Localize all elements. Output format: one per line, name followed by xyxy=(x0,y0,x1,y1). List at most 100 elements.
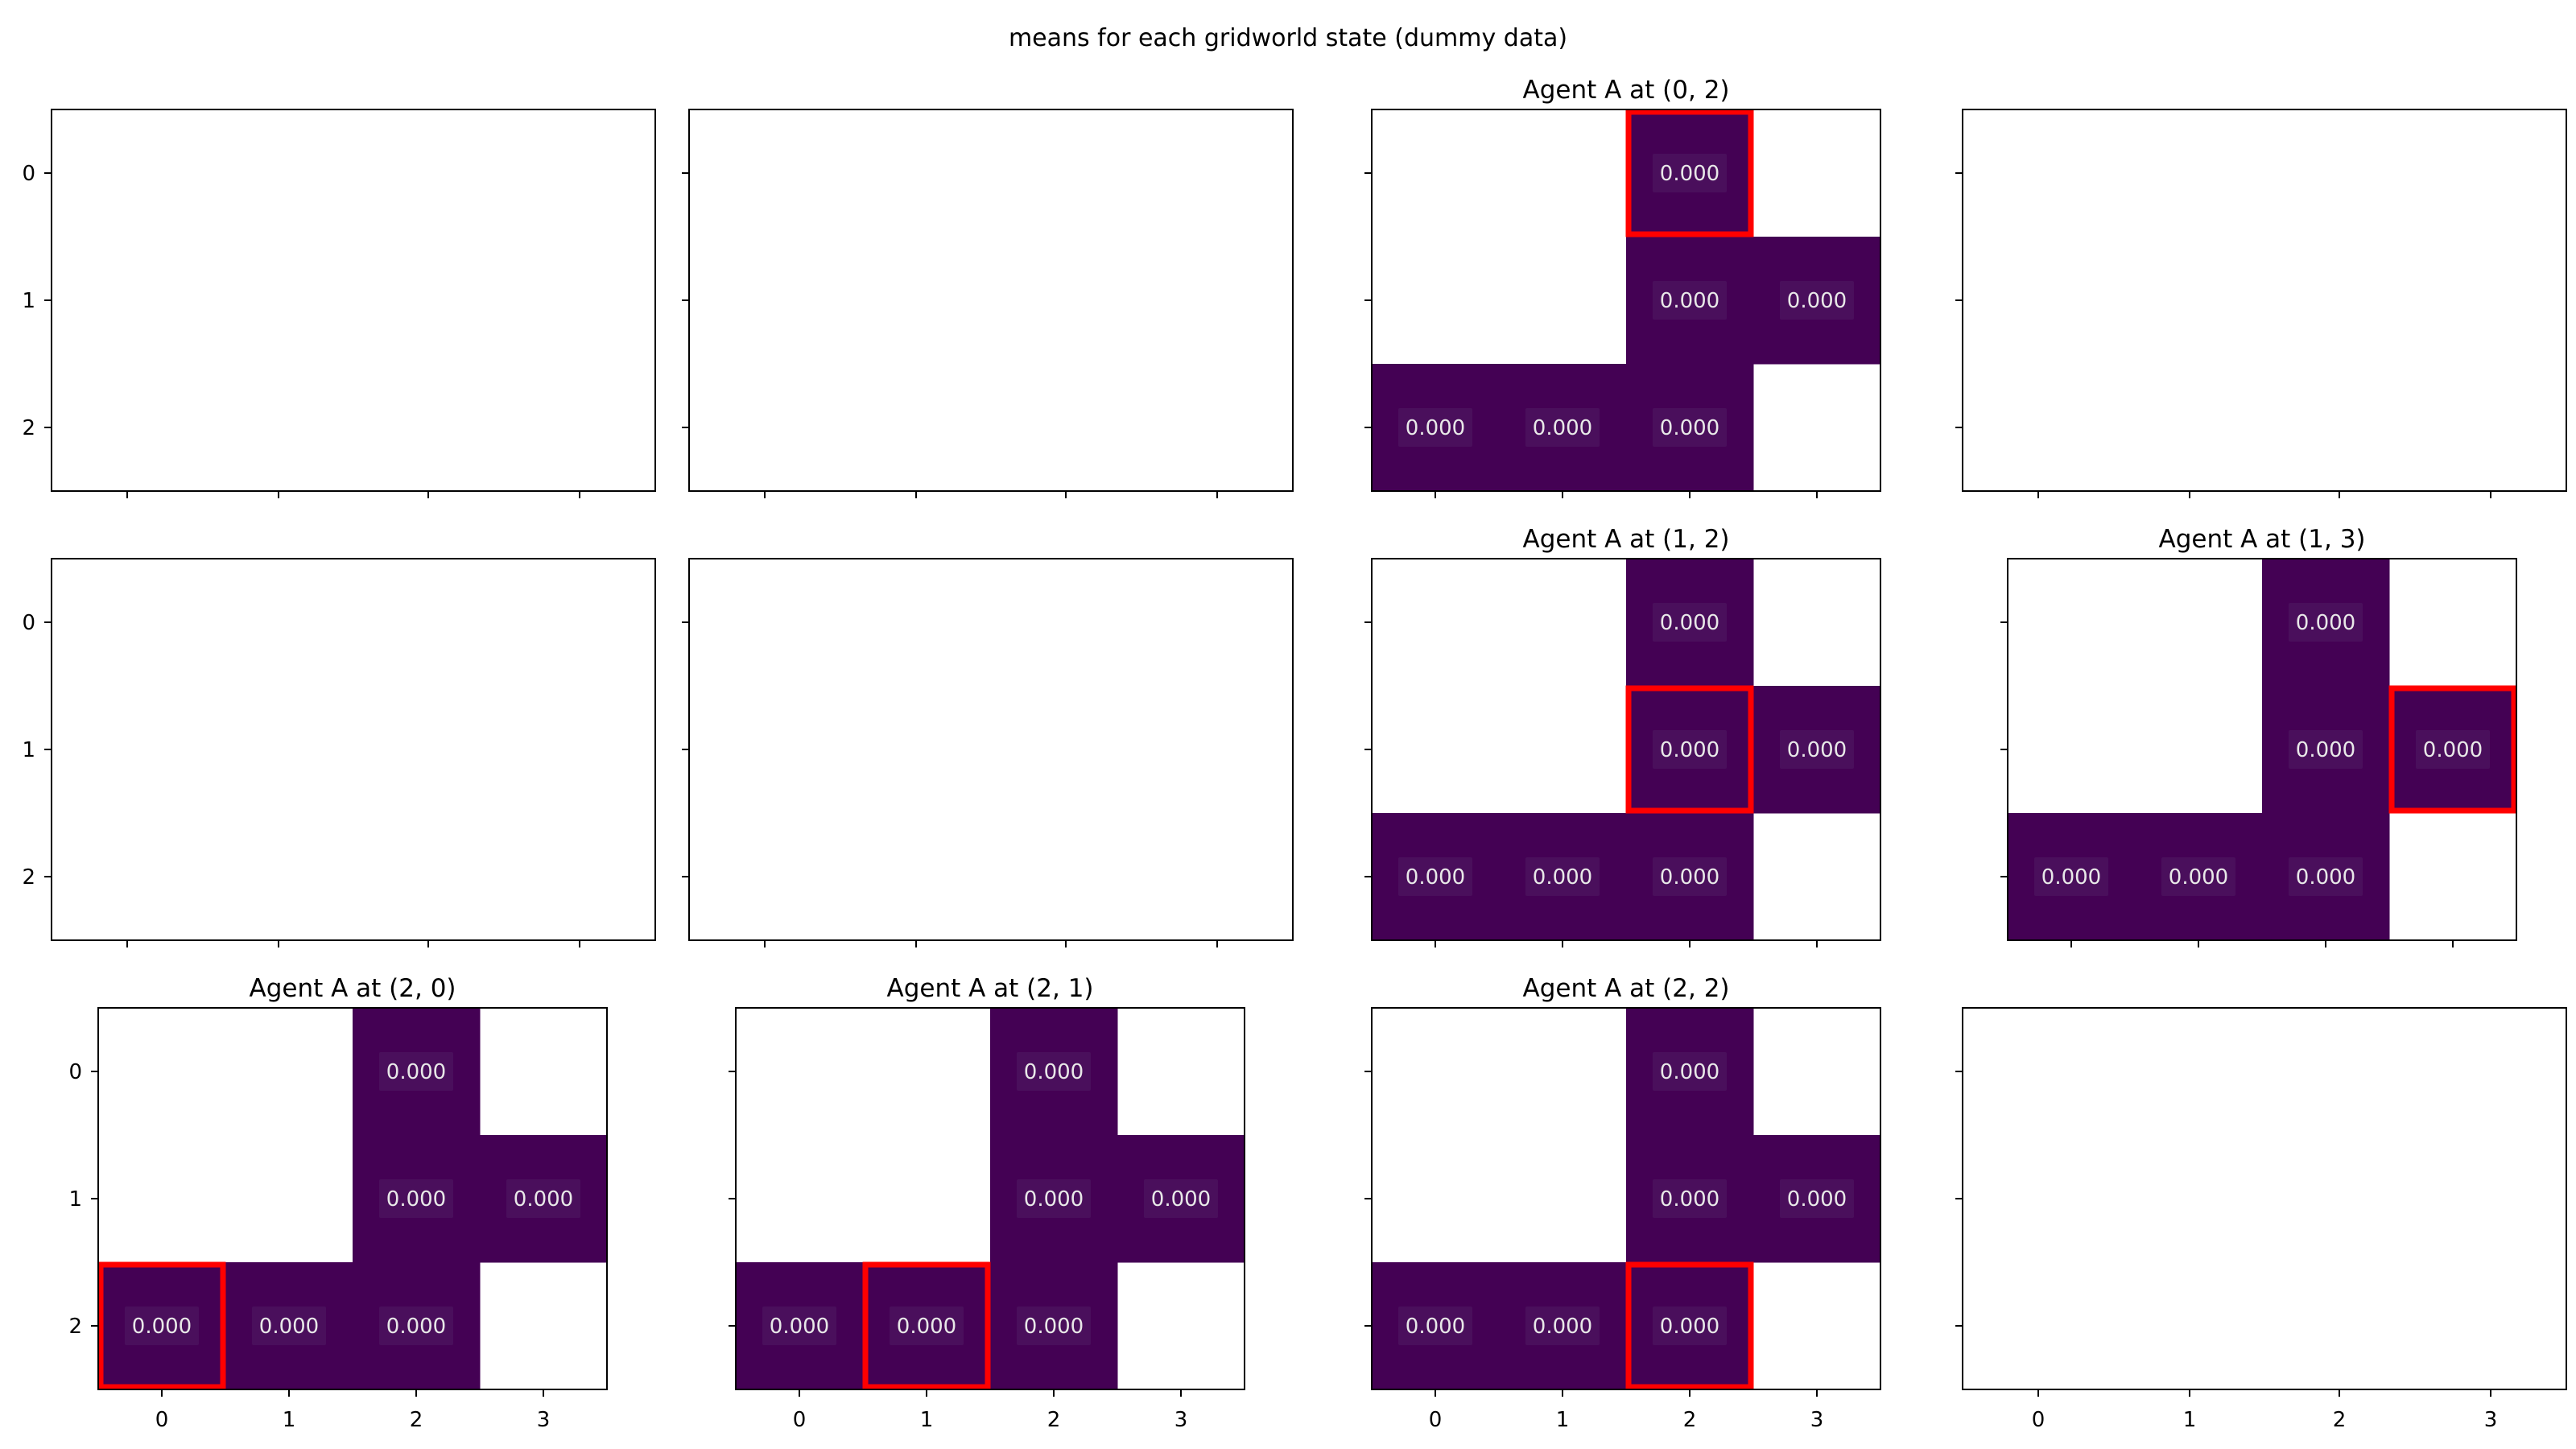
cell-value-label: 0.000 xyxy=(386,1315,446,1339)
cell-value-label: 0.000 xyxy=(1024,1060,1084,1084)
y-tick-label: 2 xyxy=(22,865,35,890)
value-label-box xyxy=(379,1179,453,1218)
cell-value-label: 0.000 xyxy=(1533,1315,1592,1339)
value-label-box xyxy=(1653,1179,1727,1218)
y-tick-label: 0 xyxy=(22,611,35,635)
heatmap-panel: 0.000 0.000 0.000 0.000 0.000 0.000 Agent A at… xyxy=(68,974,608,1432)
value-label-box xyxy=(1653,730,1727,769)
cell-value-label: 0.000 xyxy=(1660,1315,1719,1339)
value-label-box xyxy=(1144,1179,1218,1218)
panel-title: Agent A at (1, 2) xyxy=(1522,525,1729,554)
y-tick-label: 2 xyxy=(22,416,35,440)
panel-background xyxy=(52,559,655,940)
cell-value-label: 0.000 xyxy=(259,1315,319,1339)
x-tick-label: 3 xyxy=(1174,1408,1188,1432)
value-label-box xyxy=(252,1307,326,1345)
cell-value-label: 0.000 xyxy=(1406,416,1465,440)
cell-value-label: 0.000 xyxy=(1660,1187,1719,1212)
heatmap-panel: 0.000 0.000 0.000 0.000 0.000 0.000 Agent A at… xyxy=(1364,525,1881,947)
empty-panel xyxy=(682,109,1294,498)
panel-title: Agent A at (2, 2) xyxy=(1522,974,1729,1003)
agent-highlight xyxy=(1625,1261,1754,1390)
cell-value-label: 0.000 xyxy=(1024,1187,1084,1212)
cell-value-label: 0.000 xyxy=(1787,1187,1847,1212)
cell-value-label: 0.000 xyxy=(2041,865,2101,890)
heatmap-panel: 0.000 0.000 0.000 0.000 0.000 0.000 Agent A at… xyxy=(2000,525,2517,947)
x-tick-label: 2 xyxy=(1047,1408,1061,1432)
cell-value-label: 0.000 xyxy=(1660,611,1719,635)
x-tick-label: 3 xyxy=(2484,1408,2498,1432)
cell-value-label: 0.000 xyxy=(1533,416,1592,440)
value-label-box xyxy=(2289,730,2363,769)
x-tick-label: 2 xyxy=(2333,1408,2347,1432)
value-label-box xyxy=(1653,281,1727,320)
cell-value-label: 0.000 xyxy=(1406,1315,1465,1339)
cell-value-label: 0.000 xyxy=(1660,738,1719,762)
y-tick-label: 1 xyxy=(22,738,35,762)
agent-highlight xyxy=(1625,685,1754,814)
heatmap-panel: 0.000 0.000 0.000 0.000 0.000 0.000 Agent A at… xyxy=(729,974,1245,1432)
value-label-box xyxy=(506,1179,580,1218)
cell-value-label: 0.000 xyxy=(1151,1187,1211,1212)
value-label-box xyxy=(1653,603,1727,642)
agent-highlight xyxy=(97,1261,226,1390)
cell-value-label: 0.000 xyxy=(1406,865,1465,890)
cell-value-label: 0.000 xyxy=(386,1060,446,1084)
figure-title: means for each gridworld state (dummy da… xyxy=(1008,24,1568,52)
x-tick-label: 0 xyxy=(155,1408,169,1432)
value-label-box xyxy=(1525,1307,1600,1345)
x-tick-label: 0 xyxy=(793,1408,807,1432)
value-label-box xyxy=(1017,1179,1091,1218)
value-label-box xyxy=(1017,1052,1091,1091)
empty-panel xyxy=(682,558,1294,947)
value-label-box xyxy=(1780,281,1854,320)
value-label-box xyxy=(125,1307,199,1345)
value-label-box xyxy=(1653,1052,1727,1091)
panel-title: Agent A at (2, 1) xyxy=(886,974,1093,1003)
cell-value-label: 0.000 xyxy=(2169,865,2228,890)
value-label-box xyxy=(1398,1307,1472,1345)
cell-value-label: 0.000 xyxy=(2296,611,2355,635)
x-tick-label: 3 xyxy=(537,1408,551,1432)
cell-value-label: 0.000 xyxy=(2296,865,2355,890)
cell-value-label: 0.000 xyxy=(2296,738,2355,762)
value-label-box xyxy=(1525,857,1600,896)
cell-value-label: 0.000 xyxy=(132,1315,192,1339)
y-tick-label: 1 xyxy=(22,289,35,313)
cell-value-label: 0.000 xyxy=(1660,289,1719,313)
cell-value-label: 0.000 xyxy=(1787,738,1847,762)
value-label-box xyxy=(1525,408,1600,447)
x-tick-label: 1 xyxy=(920,1408,934,1432)
x-tick-label: 1 xyxy=(283,1408,296,1432)
heatmap-panel: 0.000 0.000 0.000 0.000 0.000 0.000 Agent A at… xyxy=(1364,76,1881,498)
heatmap-panel: 0.000 0.000 0.000 0.000 0.000 0.000 Agent A at… xyxy=(1364,974,1881,1432)
panel-title: Agent A at (1, 3) xyxy=(2158,525,2365,554)
empty-panel: 0 1 2 xyxy=(22,109,656,498)
cell-value-label: 0.000 xyxy=(1533,865,1592,890)
x-tick-label: 1 xyxy=(2183,1408,2197,1432)
panel-background xyxy=(52,109,655,491)
agent-highlight xyxy=(2388,685,2517,814)
value-label-box xyxy=(1398,857,1472,896)
value-label-box xyxy=(2416,730,2490,769)
empty-panel xyxy=(1955,109,2567,498)
value-label-box xyxy=(379,1052,453,1091)
value-label-box xyxy=(1017,1307,1091,1345)
value-label-box xyxy=(1653,408,1727,447)
y-tick-label: 2 xyxy=(68,1315,82,1339)
agent-highlight xyxy=(862,1261,991,1390)
cell-value-label: 0.000 xyxy=(1660,162,1719,186)
cell-value-label: 0.000 xyxy=(1660,865,1719,890)
agent-highlight xyxy=(1625,109,1754,237)
value-label-box xyxy=(1780,1179,1854,1218)
cell-value-label: 0.000 xyxy=(1660,1060,1719,1084)
panel-title: Agent A at (0, 2) xyxy=(1522,76,1729,105)
value-label-box xyxy=(762,1307,836,1345)
panel-background xyxy=(1963,109,2566,491)
cell-value-label: 0.000 xyxy=(1024,1315,1084,1339)
panel-title: Agent A at (2, 0) xyxy=(249,974,456,1003)
value-label-box xyxy=(1653,857,1727,896)
cell-value-label: 0.000 xyxy=(2423,738,2483,762)
value-label-box xyxy=(2289,857,2363,896)
